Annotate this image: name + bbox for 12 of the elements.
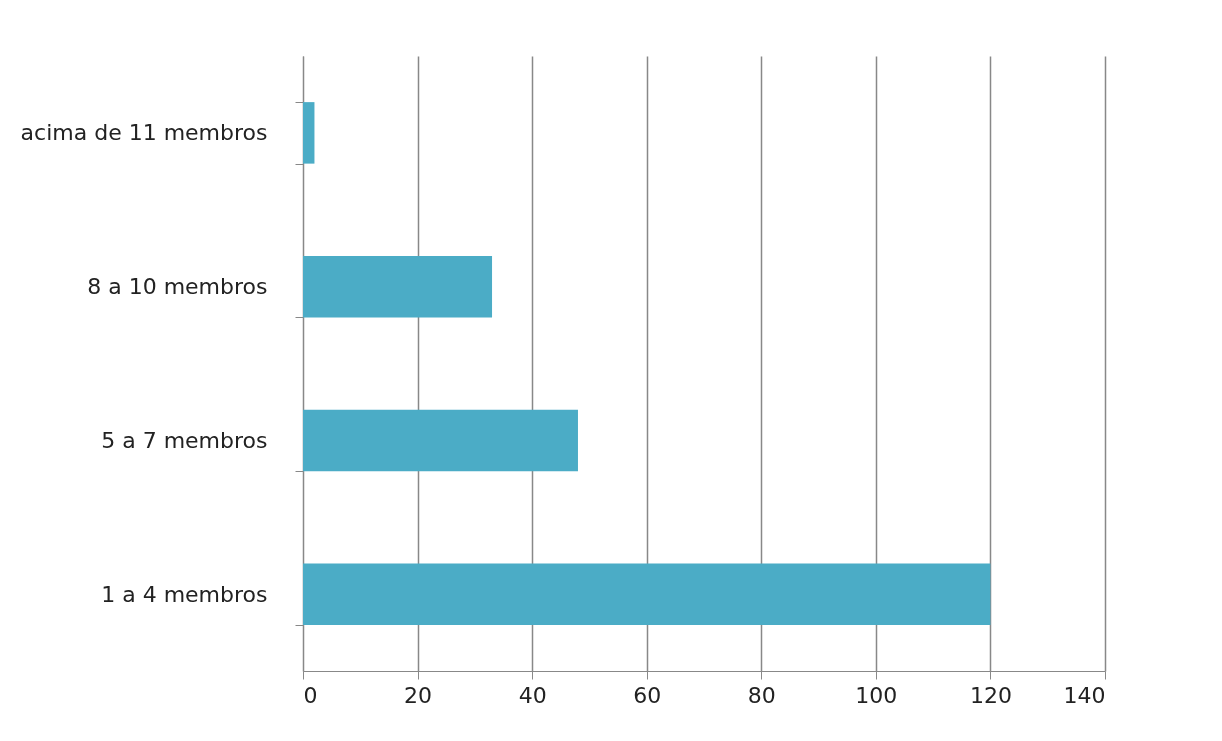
x-tick-label: 140 [1063,682,1106,708]
y-tick-label: 5 a 7 membros [101,427,268,453]
y-tick-label: 8 a 10 membros [87,274,268,300]
x-tick-label: 40 [518,682,547,708]
x-tick-label: 80 [747,682,776,708]
y-tick-label: 1 a 4 membros [101,581,268,607]
y-tick-label: acima de 11 membros [20,120,268,146]
x-tick-label: 120 [969,682,1012,708]
x-tick-label: 60 [633,682,662,708]
x-tick-label: 20 [404,682,433,708]
x-tick-label: 0 [303,682,318,708]
x-tick-label: 100 [855,682,898,708]
